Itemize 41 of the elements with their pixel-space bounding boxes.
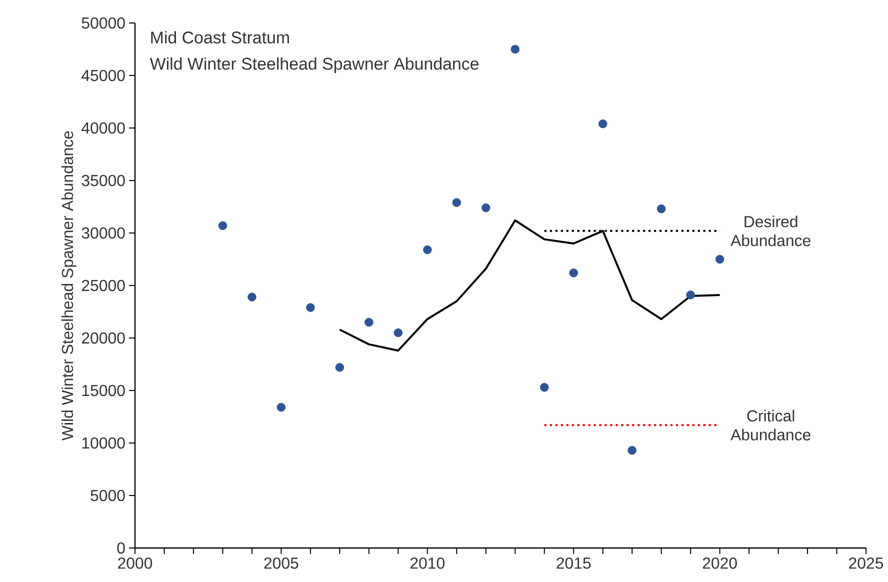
series-label: Desired Abundance [730,216,810,246]
point [423,245,432,254]
y-axis-title: Wild Winter Steelhead Spawner Abundance [61,131,76,441]
point [510,44,520,54]
line-series [338,219,721,352]
series-label: Critical Abundance [730,410,810,440]
y-tick-label: 0 [117,542,125,554]
point [540,382,549,392]
text: Wild Winter Steelhead Spawner Abundance [150,57,479,74]
point [364,318,374,327]
y-tick-label: 45000 [82,70,125,82]
point [569,268,578,278]
y-tick-label: 20000 [82,332,125,344]
chart-title: Mid Coast Stratum [151,31,289,44]
point [686,290,695,300]
point [628,446,636,455]
point [335,363,344,372]
x-tick-label: 2020 [702,558,737,569]
y-tick-label: 30000 [82,227,125,239]
point [482,203,490,212]
point [715,254,724,264]
y-tick-label: 40000 [82,122,125,134]
x-tick-label: 2010 [410,558,444,569]
point [218,221,228,230]
point [452,198,462,207]
x-tick-label: 2005 [264,558,298,569]
x-tick-label: 2000 [118,558,152,569]
y-tick-label: 35000 [82,174,125,186]
point [656,204,666,214]
y-tick-label: 15000 [82,384,125,396]
point [394,328,403,338]
y-tick-label: 5000 [90,490,125,502]
point [248,292,256,302]
x-tick-label: 2025 [849,558,884,569]
point [276,402,286,412]
y-tick-label: 50000 [82,17,125,29]
point [598,119,608,128]
y-tick-label: 10000 [82,437,125,449]
y-tick-label: 25000 [82,280,125,292]
x-tick-label: 2015 [556,558,591,569]
point [306,303,315,312]
